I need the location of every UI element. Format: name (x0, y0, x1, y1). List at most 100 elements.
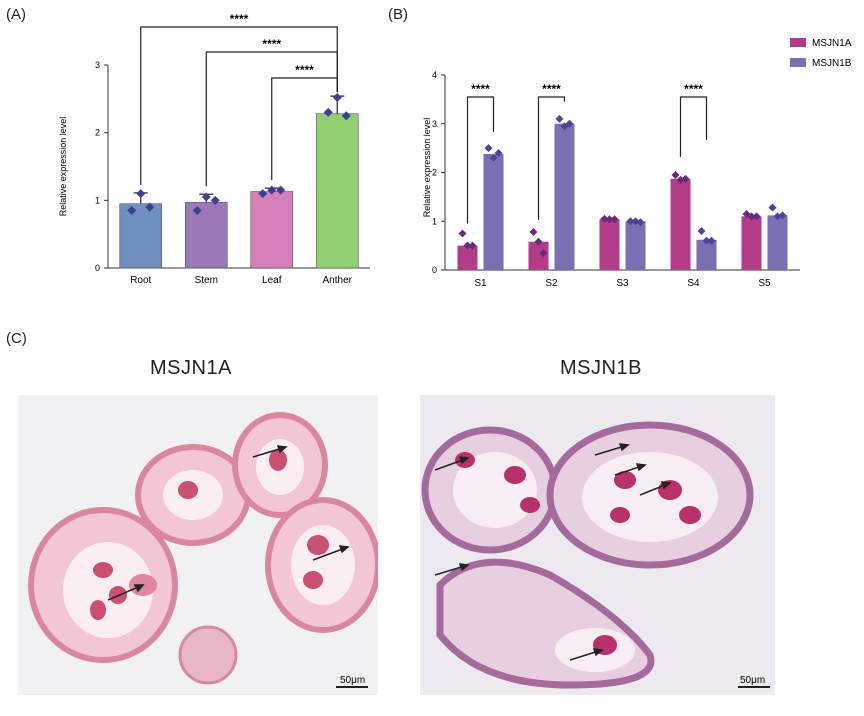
data-point (539, 248, 548, 257)
significance-label: **** (684, 82, 703, 96)
significance-label: **** (230, 12, 249, 26)
significance-bracket (537, 96, 566, 220)
data-point (707, 236, 716, 245)
data-point (778, 211, 787, 220)
micrograph-msjn1b: 50μm (420, 395, 775, 695)
bar (483, 153, 504, 270)
bar (184, 202, 228, 269)
significance-bracket (140, 26, 338, 185)
significance-bracket (205, 51, 338, 187)
significance-label: **** (542, 82, 561, 96)
legend-label: MSJN1A (812, 38, 852, 49)
x-tick-label: S3 (616, 278, 629, 289)
bar (599, 219, 620, 270)
data-point (145, 202, 155, 212)
data-point (697, 227, 706, 235)
legend-swatch (790, 38, 806, 47)
data-point (341, 111, 351, 121)
panel-label-c: (C) (6, 330, 27, 347)
bar (528, 241, 549, 270)
data-point (489, 153, 498, 162)
y-tick-label: 1 (432, 216, 437, 226)
data-point (752, 212, 761, 221)
data-point (192, 205, 202, 215)
micrograph-title-msjn1b: MSJN1B (560, 357, 642, 379)
micrograph-msjn1a-image: 50μm (18, 395, 378, 695)
bar (457, 245, 478, 270)
micrograph-msjn1a: 50μm (18, 395, 378, 695)
data-point (631, 217, 640, 226)
significance-label: **** (471, 82, 490, 96)
y-tick-label: 4 (432, 70, 437, 80)
x-tick-label: S2 (545, 278, 558, 289)
x-tick-label: S1 (474, 278, 487, 289)
bar (696, 239, 717, 270)
data-point (671, 170, 680, 179)
bar (315, 113, 359, 269)
data-point (610, 215, 619, 224)
data-point (468, 241, 477, 250)
y-axis-label: Relative expression level (58, 117, 68, 217)
data-point (636, 218, 645, 227)
y-tick-label: 3 (432, 119, 437, 129)
y-tick-label: 3 (95, 60, 100, 70)
bar (741, 216, 762, 270)
data-point (276, 185, 286, 195)
data-point (626, 217, 635, 226)
y-axis-label: Relative expression level (422, 118, 432, 218)
scale-bar-label-b: 50μm (740, 675, 765, 686)
bar (767, 215, 788, 270)
significance-label: **** (295, 63, 314, 77)
y-tick-label: 2 (432, 168, 437, 178)
data-point (600, 214, 609, 223)
data-point (463, 241, 472, 250)
data-point (201, 192, 211, 202)
bar (625, 221, 646, 270)
significance-label: **** (262, 37, 281, 51)
significance-bracket (466, 96, 495, 224)
legend-label: MSJN1B (812, 58, 852, 69)
data-point (323, 107, 333, 117)
significance-bracket (271, 77, 338, 181)
data-point (494, 149, 503, 157)
data-point (127, 205, 137, 215)
y-tick-label: 0 (432, 265, 437, 275)
x-tick-label: Root (130, 275, 151, 286)
data-point (267, 185, 277, 195)
x-tick-label: S5 (758, 278, 771, 289)
y-tick-label: 1 (95, 195, 100, 205)
x-tick-label: Anther (323, 275, 353, 286)
data-point (768, 203, 777, 212)
data-point (210, 195, 220, 205)
legend-swatch (790, 58, 806, 67)
data-point (773, 212, 782, 221)
panel-label-b: (B) (388, 6, 408, 23)
bar (670, 178, 691, 270)
data-point (702, 236, 711, 245)
x-tick-label: Stem (195, 275, 218, 286)
bar (554, 123, 575, 270)
data-point (332, 92, 342, 102)
data-point (676, 175, 685, 184)
data-point (529, 227, 538, 236)
y-tick-label: 2 (95, 128, 100, 138)
data-point (565, 119, 574, 128)
data-point (747, 212, 756, 221)
x-tick-label: Leaf (262, 275, 282, 286)
y-tick-label: 0 (95, 263, 100, 273)
panel-label-a: (A) (6, 6, 26, 23)
data-point (484, 144, 493, 153)
data-point (555, 114, 564, 123)
bar (119, 203, 163, 269)
data-point (605, 215, 614, 224)
micrograph-msjn1b-image: 50μm (420, 395, 775, 695)
significance-bracket (679, 96, 708, 157)
chart-a-tissue-expression: 0 1 2 3 Relative expression level Root Stem Lea… (58, 12, 370, 286)
data-point (534, 237, 543, 246)
data-point (258, 189, 268, 199)
chart-b-stage-expression: 0 1 2 3 4 Relative expression level S1 S2 S3 S4 S5… (422, 38, 852, 289)
data-point (681, 174, 690, 183)
data-point (458, 229, 467, 238)
bar (250, 191, 294, 269)
x-tick-label: S4 (687, 278, 700, 289)
